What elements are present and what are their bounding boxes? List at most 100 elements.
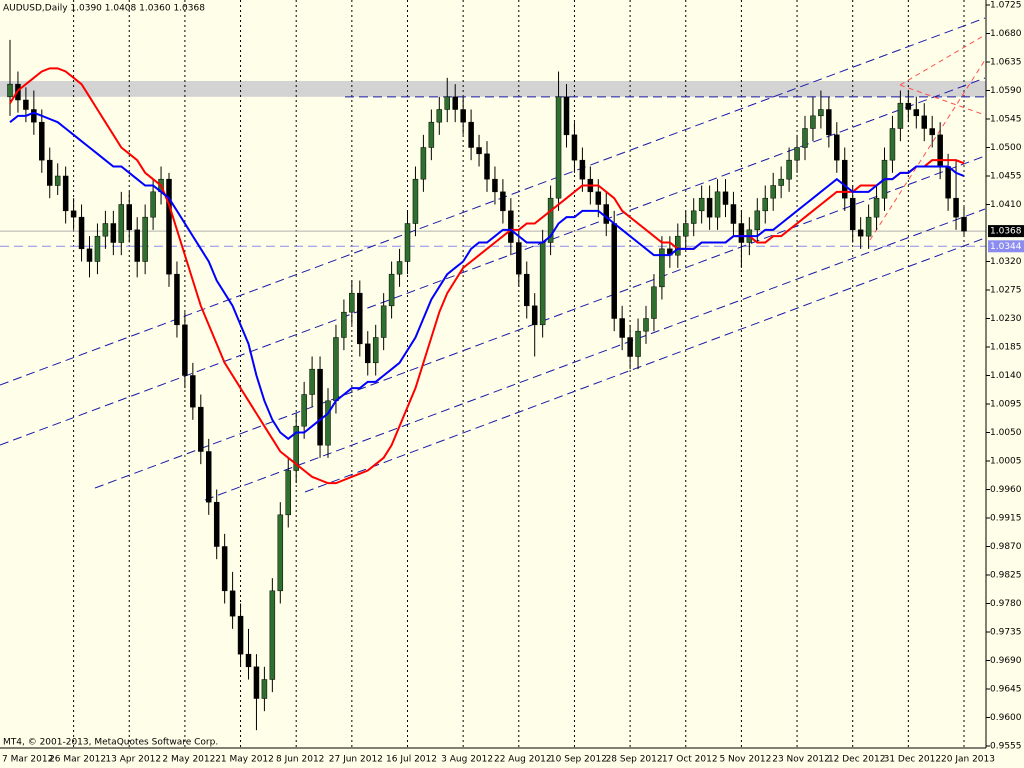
candle-body (945, 166, 951, 199)
candle-body (802, 128, 808, 148)
x-tick-label: 20 Jan 2013 (941, 755, 995, 765)
candle-body (492, 178, 498, 193)
x-tick-label: 31 Dec 2012 (884, 755, 942, 765)
price-label-box (988, 240, 1024, 253)
y-tick-label: 1.0005 (990, 457, 1022, 467)
x-tick-label: 26 Mar 2012 (49, 755, 106, 765)
x-tick-label: 28 Sep 2012 (606, 755, 663, 765)
y-tick-label: 1.0680 (990, 29, 1022, 39)
candle-body (253, 666, 260, 699)
candle-body (921, 115, 927, 129)
y-tick-label: 1.0140 (990, 371, 1022, 381)
resistance-zone (0, 81, 986, 97)
candle-body (873, 197, 880, 218)
y-tick-label: 0.9870 (990, 542, 1022, 552)
candle-body (245, 653, 252, 668)
candle-body (301, 394, 307, 427)
x-tick-label: 13 Apr 2012 (105, 755, 161, 765)
candle-body (110, 223, 117, 243)
y-tick-label: 1.0590 (990, 86, 1022, 96)
y-tick-label: 1.0050 (990, 428, 1022, 438)
candle-body (500, 191, 506, 212)
channel-line (0, 77, 986, 446)
x-tick-label: 21 May 2012 (215, 755, 274, 765)
y-tick-label: 0.9960 (990, 485, 1022, 495)
candle-body (563, 96, 570, 136)
candle-body (277, 514, 284, 592)
candle-body (436, 109, 443, 123)
candle-body (754, 210, 761, 231)
candle-body (555, 96, 562, 199)
price-label-box (988, 225, 1024, 238)
moving-average (9, 111, 965, 441)
candle-body (460, 109, 466, 123)
candle-body (237, 615, 244, 655)
candle-body (484, 153, 490, 180)
candle-body (206, 451, 212, 503)
underlay (0, 0, 986, 748)
x-tick-label: 2 May 2012 (162, 755, 215, 765)
fan-lines (869, 34, 986, 241)
y-tick-label: 1.0455 (990, 172, 1022, 182)
candle-body (579, 159, 586, 180)
candle-body (778, 178, 784, 186)
candle-body (309, 368, 315, 395)
candle-body (23, 99, 29, 110)
candle-body (786, 159, 792, 180)
candle-body (794, 147, 800, 161)
y-tick-label: 1.0500 (990, 143, 1022, 153)
candle-body (762, 197, 768, 212)
candle-body (372, 337, 379, 364)
candle-body (738, 223, 745, 243)
candle-body (317, 368, 323, 446)
candle-body (396, 261, 403, 275)
candle-body (651, 286, 657, 319)
candle-body (643, 318, 649, 332)
candle-body (261, 679, 268, 699)
trend-lines (0, 17, 986, 501)
candle-body (889, 128, 896, 161)
candle-body (365, 343, 371, 364)
candle-body (380, 305, 387, 338)
y-tick-label: 0.9780 (990, 599, 1022, 609)
y-tick-label: 0.9555 (990, 742, 1022, 752)
y-tick-label: 1.0545 (990, 115, 1022, 125)
candle-body (865, 216, 872, 237)
candle-body (603, 204, 609, 224)
candle-body (834, 134, 840, 161)
candle-body (47, 159, 53, 186)
candle-body (333, 337, 339, 402)
candle-body (428, 121, 435, 148)
candle-body (341, 311, 347, 338)
y-tick-label: 0.9915 (990, 514, 1022, 524)
fan-line (899, 84, 986, 116)
candle-body (293, 425, 299, 471)
candle-body (714, 191, 721, 218)
candle-body (357, 292, 363, 345)
candle-body (190, 375, 196, 408)
candle-body (476, 147, 482, 155)
x-tick-label: 22 Aug 2012 (494, 755, 552, 765)
candle-body (452, 96, 458, 110)
candle-body (404, 223, 411, 262)
x-tick-label: 27 Jun 2012 (329, 755, 383, 765)
chart-header: AUDUSD,Daily 1.0390 1.0408 1.0360 1.0368 (3, 4, 205, 14)
candle-body (174, 273, 180, 326)
moving-average (9, 67, 965, 485)
candle-body (913, 109, 920, 117)
candle-body (54, 175, 61, 186)
candle-body (929, 128, 935, 136)
candle-body (166, 178, 172, 275)
y-tick-label: 0.9735 (990, 628, 1022, 638)
candle-body (78, 216, 85, 250)
candle-body (269, 590, 276, 680)
candle-body (7, 83, 13, 98)
candle-body (468, 121, 474, 148)
x-tick-label: 8 Jun 2012 (276, 755, 324, 765)
candle-body (349, 292, 355, 313)
candle-body (818, 109, 824, 117)
candle-body (698, 197, 705, 212)
candle-body (690, 210, 697, 224)
